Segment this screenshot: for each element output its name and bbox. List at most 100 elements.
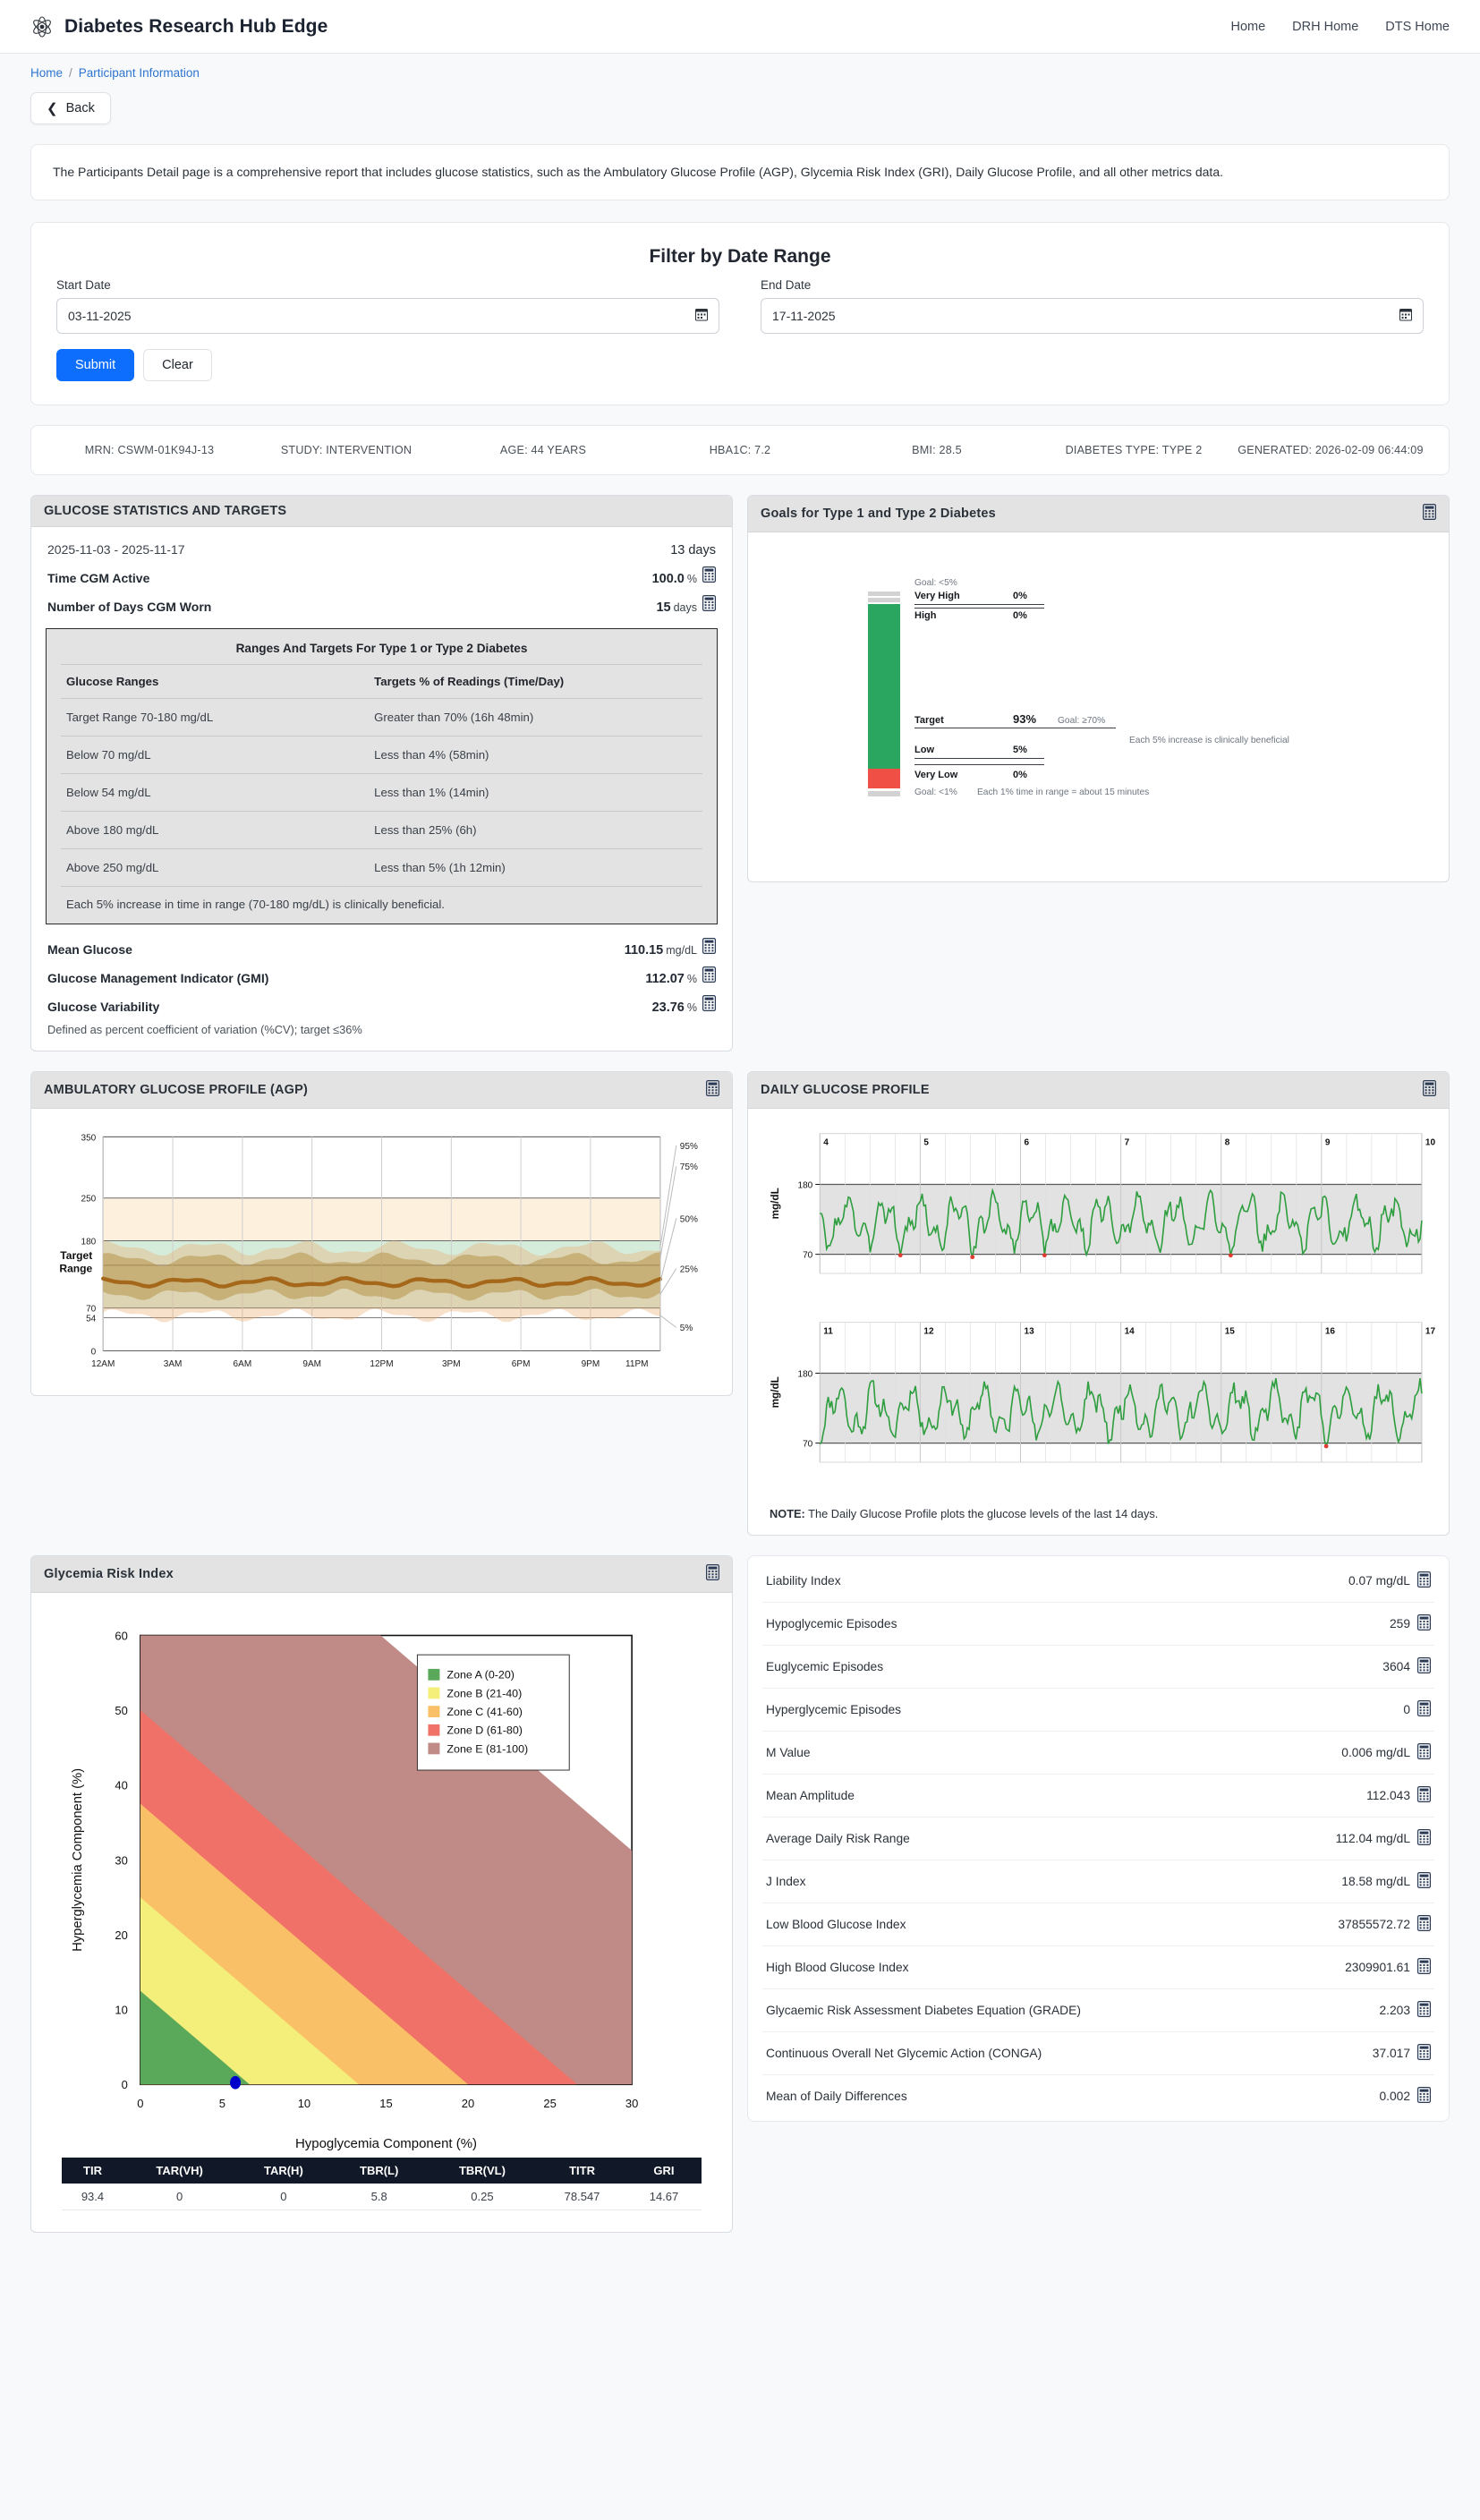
- metric-row: Glycaemic Risk Assessment Diabetes Equat…: [762, 1989, 1434, 2033]
- stat-date-range-label: 2025-11-03 - 2025-11-17: [47, 542, 185, 558]
- table-row: Target Range 70-180 mg/dL Greater than 7…: [61, 698, 702, 737]
- gri-cell: 0: [123, 2184, 236, 2211]
- end-date-label: End Date: [761, 278, 812, 292]
- stat-value: 100.0: [651, 572, 685, 587]
- gri-cell: 93.4: [62, 2184, 123, 2211]
- svg-text:10: 10: [1425, 1138, 1436, 1148]
- goal-top-note: Goal: <5%: [914, 578, 957, 589]
- metric-label: Continuous Overall Net Glycemic Action (…: [766, 2047, 1042, 2061]
- svg-text:9AM: 9AM: [302, 1359, 321, 1369]
- metric-row: Mean Amplitude 112.043: [762, 1775, 1434, 1818]
- goals-panel: Goals for Type 1 and Type 2 Diabetes: [747, 495, 1450, 883]
- metric-value: 0: [1403, 1703, 1410, 1717]
- calculator-icon[interactable]: [1417, 1571, 1431, 1590]
- nav-link-drh-home[interactable]: DRH Home: [1292, 19, 1359, 34]
- agp-title: AMBULATORY GLUCOSE PROFILE (AGP): [44, 1083, 309, 1098]
- stat-value: 110.15: [624, 943, 664, 958]
- metric-row: Liability Index 0.07 mg/dL: [762, 1560, 1434, 1604]
- stat-row: Number of Days CGM Worn 15 days: [46, 591, 718, 619]
- gri-table-header-row: TIR TAR(VH) TAR(H) TBR(L) TBR(VL) TITR G…: [62, 2158, 702, 2184]
- agp-chart: 0 54 70 180 250 350 12AM 3AM 6AM 9AM 12PM 3PM 6PM 9PM…: [31, 1109, 732, 1395]
- meta-diabetes-type: DIABETES TYPE: TYPE 2: [1065, 444, 1203, 456]
- svg-text:12: 12: [923, 1327, 934, 1337]
- goals-chart: Goal: <5% Very High 0% High 0% Target 93…: [748, 532, 1449, 881]
- svg-text:70: 70: [803, 1440, 813, 1450]
- metric-label: Mean Amplitude: [766, 1789, 855, 1803]
- metric-value: 2309901.61: [1345, 1961, 1410, 1975]
- svg-text:16: 16: [1325, 1327, 1336, 1337]
- breadcrumb-home[interactable]: Home: [30, 66, 64, 80]
- svg-text:11: 11: [823, 1327, 833, 1337]
- row-gri-metrics: Glycemia Risk Index 0 5 10 15 20 25 30 0 10 20 30 4…: [30, 1555, 1450, 2234]
- svg-text:0: 0: [122, 2079, 128, 2092]
- start-date-input[interactable]: 03-11-2025: [56, 298, 719, 334]
- metric-value: 18.58 mg/dL: [1341, 1875, 1410, 1889]
- row-stats-goals: GLUCOSE STATISTICS AND TARGETS 2025-11-0…: [30, 495, 1450, 1052]
- goals-header: Goals for Type 1 and Type 2 Diabetes: [748, 496, 1449, 533]
- calculator-icon[interactable]: [706, 1564, 719, 1584]
- calculator-icon[interactable]: [1417, 1614, 1431, 1633]
- goal-level-pct: 93%: [1013, 712, 1037, 727]
- goal-target-goal: Goal: ≥70%: [1058, 716, 1106, 727]
- meta-study: STUDY: INTERVENTION: [280, 444, 413, 456]
- calculator-icon[interactable]: [1417, 1786, 1431, 1805]
- svg-text:6PM: 6PM: [512, 1359, 531, 1369]
- svg-text:7: 7: [1125, 1138, 1130, 1148]
- svg-text:9: 9: [1325, 1138, 1331, 1148]
- calculator-icon[interactable]: [1417, 1872, 1431, 1891]
- dgp-title: DAILY GLUCOSE PROFILE: [761, 1083, 930, 1098]
- glucose-variability-note: Defined as percent coefficient of variat…: [47, 1023, 362, 1037]
- info-banner: The Participants Detail page is a compre…: [30, 144, 1450, 200]
- metric-row: Average Daily Risk Range 112.04 mg/dL: [762, 1818, 1434, 1861]
- table-row: Below 54 mg/dL Less than 1% (14min): [61, 773, 702, 813]
- calculator-icon[interactable]: [1423, 504, 1436, 524]
- calculator-icon[interactable]: [1417, 2001, 1431, 2020]
- calculator-icon[interactable]: [1417, 1958, 1431, 1977]
- calculator-icon[interactable]: [1417, 1915, 1431, 1934]
- calculator-icon[interactable]: [706, 1080, 719, 1100]
- gri-summary-table: TIR TAR(VH) TAR(H) TBR(L) TBR(VL) TITR G…: [62, 2158, 702, 2211]
- calculator-icon[interactable]: [1417, 1743, 1431, 1762]
- calculator-icon[interactable]: [702, 595, 716, 614]
- breadcrumb-current[interactable]: Participant Information: [78, 66, 200, 80]
- calculator-icon[interactable]: [1417, 2087, 1431, 2106]
- calculator-icon[interactable]: [1417, 1829, 1431, 1848]
- calculator-icon[interactable]: [702, 966, 716, 985]
- calculator-icon[interactable]: [702, 566, 716, 585]
- brand[interactable]: Diabetes Research Hub Edge: [30, 15, 327, 38]
- stat-label: Number of Days CGM Worn: [47, 600, 212, 615]
- meta-hba1c: HBA1C: 7.2: [709, 444, 771, 456]
- range-name: Above 250 mg/dL: [61, 848, 370, 888]
- gri-title: Glycemia Risk Index: [44, 1567, 174, 1582]
- submit-button[interactable]: Submit: [56, 349, 135, 381]
- calculator-icon[interactable]: [1417, 2044, 1431, 2063]
- range-target: Less than 25% (6h): [369, 811, 702, 850]
- meta-age: AGE: 44 YEARS: [499, 444, 587, 456]
- stat-date-range: 2025-11-03 - 2025-11-17 13 days: [46, 538, 718, 562]
- end-date-input[interactable]: 17-11-2025: [761, 298, 1424, 334]
- calculator-icon[interactable]: [1423, 1080, 1436, 1100]
- start-date-group: Start Date 03-11-2025: [56, 278, 719, 334]
- calculator-icon[interactable]: [702, 995, 716, 1014]
- goal-seg-low: [868, 769, 900, 789]
- metric-label: Average Daily Risk Range: [766, 1832, 910, 1846]
- clear-button[interactable]: Clear: [143, 349, 212, 381]
- calendar-icon[interactable]: [1399, 308, 1412, 325]
- calculator-icon[interactable]: [702, 938, 716, 957]
- svg-text:350: 350: [81, 1134, 96, 1144]
- calculator-icon[interactable]: [1417, 1700, 1431, 1719]
- glucose-statistics-header: GLUCOSE STATISTICS AND TARGETS: [31, 496, 732, 528]
- svg-text:5: 5: [219, 2097, 225, 2110]
- svg-text:20: 20: [462, 2097, 474, 2110]
- calendar-icon[interactable]: [695, 308, 708, 325]
- nav-link-dts-home[interactable]: DTS Home: [1385, 19, 1450, 34]
- metric-row: M Value 0.006 mg/dL: [762, 1732, 1434, 1775]
- svg-text:0: 0: [91, 1348, 97, 1358]
- goal-benefit-note: Each 5% increase is clinically beneficia…: [1129, 736, 1289, 746]
- calculator-icon[interactable]: [1417, 1657, 1431, 1676]
- back-button[interactable]: ❮ Back: [30, 92, 111, 124]
- glucose-statistics-title: GLUCOSE STATISTICS AND TARGETS: [44, 504, 287, 519]
- metric-row: Hyperglycemic Episodes 0: [762, 1689, 1434, 1732]
- nav-link-home[interactable]: Home: [1230, 19, 1266, 34]
- dgp-note: NOTE: The Daily Glucose Profile plots th…: [757, 1500, 1440, 1520]
